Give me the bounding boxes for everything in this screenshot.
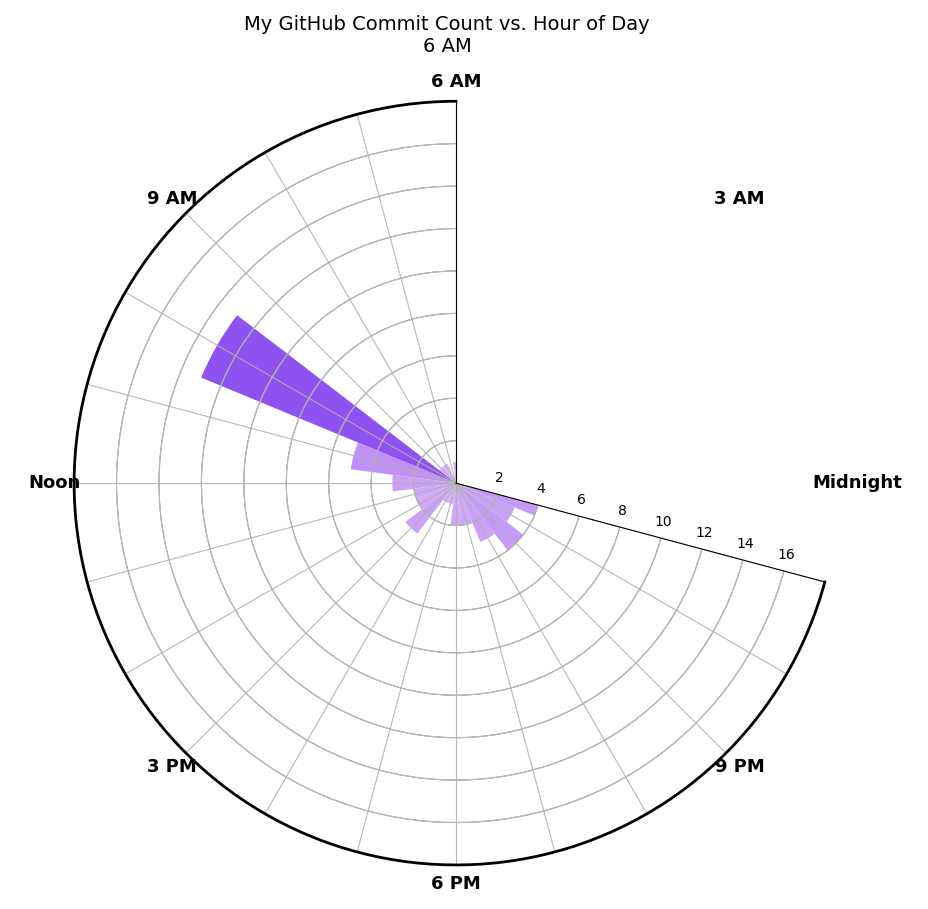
Bar xyxy=(417,483,456,509)
Bar xyxy=(405,483,456,534)
Bar xyxy=(456,483,495,542)
Bar xyxy=(439,466,456,483)
Bar xyxy=(443,483,456,503)
Bar xyxy=(453,462,458,483)
Bar xyxy=(456,483,522,551)
Bar xyxy=(456,467,497,483)
Bar xyxy=(443,464,456,483)
Title: My GitHub Commit Count vs. Hour of Day
6 AM: My GitHub Commit Count vs. Hour of Day 6… xyxy=(244,15,649,56)
Bar xyxy=(456,483,514,522)
Bar xyxy=(450,483,461,525)
Bar xyxy=(392,474,456,492)
Bar xyxy=(456,474,519,492)
Bar xyxy=(456,483,471,525)
Bar xyxy=(456,231,708,483)
Bar xyxy=(447,483,456,504)
Bar xyxy=(414,483,456,499)
Bar xyxy=(456,336,512,483)
Bar xyxy=(351,443,456,483)
Bar xyxy=(456,276,768,483)
Bar xyxy=(201,315,456,483)
Bar xyxy=(456,209,636,483)
Bar xyxy=(456,483,539,515)
